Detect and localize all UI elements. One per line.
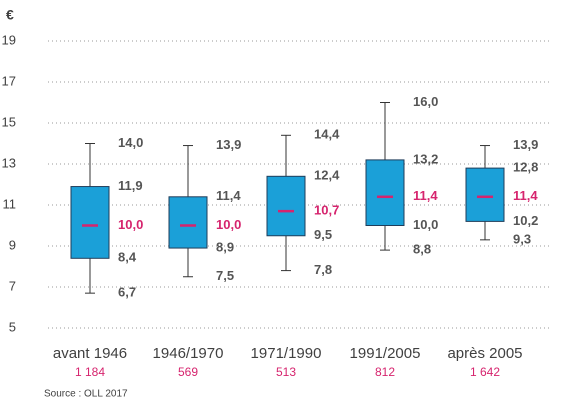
y-unit: € xyxy=(6,7,14,23)
source: Source : OLL 2017 xyxy=(44,389,128,400)
value-label: 11,4 xyxy=(216,188,241,203)
y-tick-label: 19 xyxy=(2,32,16,47)
count-label: 1 184 xyxy=(75,365,105,379)
value-label: 12,4 xyxy=(314,168,340,183)
count-label: 513 xyxy=(276,365,296,379)
value-label: 9,5 xyxy=(314,227,332,242)
value-label: 11,9 xyxy=(118,178,143,193)
y-tick-label: 13 xyxy=(2,155,16,170)
value-label: 14,0 xyxy=(118,135,143,150)
y-tick-label: 9 xyxy=(9,237,16,252)
value-label: 13,9 xyxy=(216,137,241,152)
x-tick-label: après 2005 xyxy=(447,345,522,362)
y-tick-label: 7 xyxy=(9,278,16,293)
box xyxy=(70,186,110,259)
value-label: 10,0 xyxy=(118,217,143,232)
value-label: 10,7 xyxy=(314,203,339,218)
x-tick-label: 1991/2005 xyxy=(350,345,421,362)
count-label: 569 xyxy=(178,365,198,379)
count-label: 812 xyxy=(375,365,395,379)
value-label: 14,4 xyxy=(314,127,340,142)
x-tick-label: 1946/1970 xyxy=(153,345,224,362)
count-label: 1 642 xyxy=(470,365,500,379)
y-tick-label: 15 xyxy=(2,114,16,129)
box xyxy=(266,175,306,237)
box xyxy=(465,167,505,222)
y-tick-label: 17 xyxy=(2,73,16,88)
value-label: 8,4 xyxy=(118,250,137,265)
box xyxy=(365,159,405,226)
value-label: 11,4 xyxy=(413,188,438,203)
value-label: 7,5 xyxy=(216,268,234,283)
y-tick-label: 5 xyxy=(9,319,16,334)
value-label: 16,0 xyxy=(413,94,438,109)
value-label: 13,9 xyxy=(513,137,538,152)
value-label: 7,8 xyxy=(314,262,332,277)
y-tick-label: 11 xyxy=(3,196,17,211)
value-label: 10,0 xyxy=(413,217,438,232)
value-label: 8,8 xyxy=(413,242,431,257)
value-label: 8,9 xyxy=(216,239,234,254)
x-tick-label: avant 1946 xyxy=(53,345,127,362)
value-label: 6,7 xyxy=(118,285,136,300)
value-label: 9,3 xyxy=(513,231,531,246)
value-label: 13,2 xyxy=(413,151,438,166)
value-label: 12,8 xyxy=(513,160,538,175)
value-label: 10,0 xyxy=(216,217,241,232)
box xyxy=(168,196,208,249)
x-tick-label: 1971/1990 xyxy=(251,345,322,362)
value-label: 11,4 xyxy=(513,188,538,203)
value-label: 10,2 xyxy=(513,213,538,228)
